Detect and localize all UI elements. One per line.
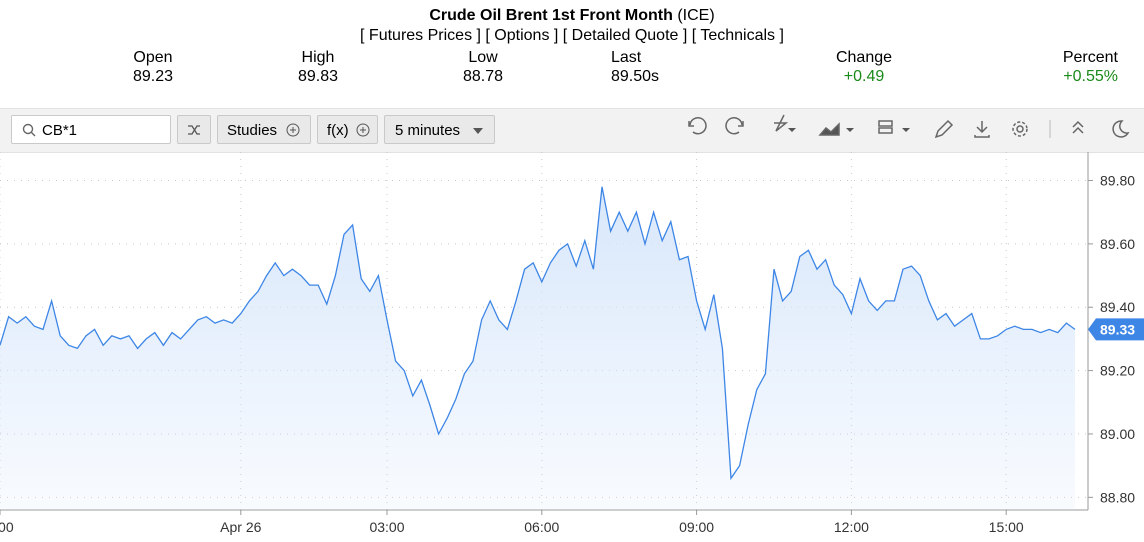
fx: f(x) [327, 122, 349, 139]
stat-label: High [301, 49, 335, 66]
compare-button[interactable] [177, 115, 211, 144]
settings-ring [1012, 121, 1028, 137]
x-tick-label: 09:00 [679, 519, 714, 535]
stat-value: 89.23 [132, 68, 174, 85]
chart: 88.80 89.00 89.20 89.40 89.60 89.80 9:00 Apr 26… [0, 152, 1144, 535]
x-tick-label: 12:00 [834, 519, 869, 535]
caret [846, 128, 854, 132]
stat-value: +0.49 [843, 68, 885, 85]
symbol-input[interactable]: CB*1 [11, 115, 171, 144]
y-tick-label: 89.80 [1100, 173, 1135, 189]
symbol: CB*1 [42, 122, 78, 139]
stat: Last 89.50s [611, 48, 691, 86]
toolbar: CB*1 Studies f(x) 5 minutes [0, 108, 1144, 153]
title: Crude Oil Brent 1st Front Month (ICE) [0, 7, 1144, 25]
chart-type[interactable] [818, 122, 840, 136]
caret [788, 128, 796, 132]
stat-label: Low [468, 49, 498, 66]
redo[interactable] [725, 116, 743, 135]
x-tick-label: 15:00 [989, 519, 1024, 535]
y-tick-label: 89.60 [1100, 236, 1135, 252]
settings[interactable] [1016, 125, 1024, 133]
stat-label: Change [835, 49, 893, 66]
layout-bottom [878, 127, 893, 134]
collapse[interactable] [1072, 120, 1084, 134]
redo-arrow [738, 121, 744, 127]
link[interactable]: [ Technicals ] [691, 27, 784, 44]
exchange: (ICE) [677, 7, 715, 24]
caret [902, 128, 910, 132]
search-icon [22, 123, 36, 137]
y-tick-label: 89.20 [1100, 363, 1135, 379]
x-tick-label: Apr 26 [220, 519, 261, 535]
y-tick-label: 88.80 [1100, 489, 1135, 505]
x-tick-label: 03:00 [369, 519, 404, 535]
line [0, 186, 1076, 481]
studies: Studies [227, 122, 278, 139]
plus-icon [286, 123, 300, 137]
title-text: Crude Oil Brent 1st Front Month [429, 7, 673, 24]
undo-arrow [688, 121, 694, 127]
stat-value: +0.55% [1063, 68, 1118, 85]
link[interactable]: [ Detailed Quote ] [562, 27, 688, 44]
stat-label: Open [133, 49, 173, 66]
stat-value: 89.83 [297, 68, 339, 85]
stat-value: 89.50s [611, 68, 660, 85]
price-tag-label: 89.33 [1100, 321, 1135, 337]
links: [ Futures Prices ] [ Options ] [ Detaile… [0, 27, 1144, 45]
x-tick-label: 9:00 [0, 519, 14, 535]
fx-button[interactable]: f(x) [317, 115, 378, 144]
y-tick-label: 89.00 [1100, 426, 1135, 442]
stat: Percent +0.55% [1030, 48, 1118, 86]
compare-icon [188, 125, 200, 135]
y-tick-label: 89.40 [1100, 299, 1135, 315]
stat: Low 88.78 [443, 48, 523, 86]
theme[interactable] [1112, 120, 1130, 138]
link[interactable]: [ Options ] [485, 27, 559, 44]
undo[interactable] [689, 116, 707, 135]
link[interactable]: [ Futures Prices ] [360, 27, 481, 44]
tool-icons [688, 114, 1130, 139]
stat: High 89.83 [278, 48, 358, 86]
area [0, 186, 1075, 511]
plus-icon [356, 123, 370, 137]
x-tick-label: 06:00 [524, 519, 559, 535]
studies-button[interactable]: Studies [217, 115, 311, 144]
events[interactable] [774, 114, 789, 132]
stat: Open 89.23 [113, 48, 193, 86]
stat-value: 88.78 [462, 68, 504, 85]
draw[interactable] [934, 119, 954, 139]
stat: Change +0.49 [824, 48, 904, 86]
caret [473, 128, 483, 134]
interval: 5 minutes [395, 122, 461, 139]
interval-select[interactable]: 5 minutes [384, 115, 495, 144]
price-tag [1088, 318, 1144, 341]
stat-label: Last [611, 49, 642, 66]
download[interactable] [974, 121, 990, 138]
stat-label: Percent [1062, 49, 1118, 66]
layout[interactable] [878, 120, 893, 127]
